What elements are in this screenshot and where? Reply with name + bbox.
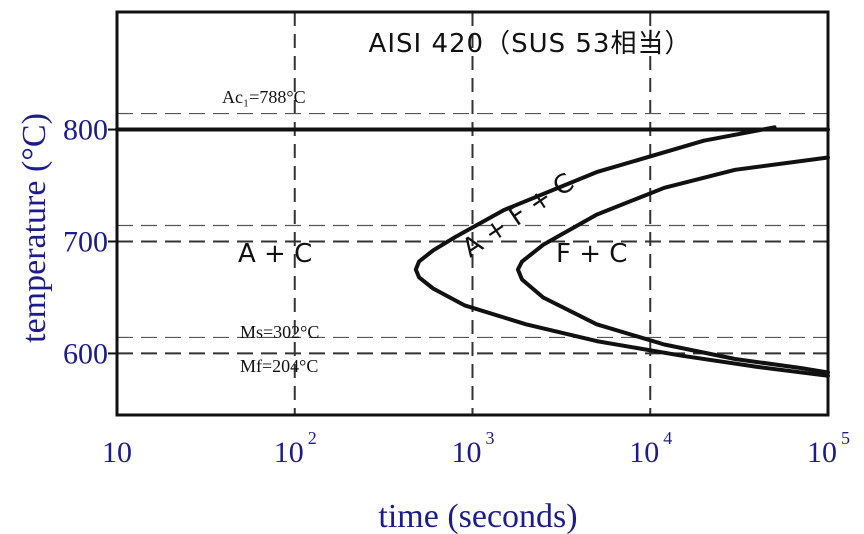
grid-lines [117, 12, 828, 415]
y-tick-label: 700 [63, 225, 108, 258]
x-tick-exponent: 3 [486, 428, 495, 448]
region-f-c: F + C [556, 239, 627, 269]
x-tick-labels: 10 10 2 10 3 10 4 10 5 [102, 428, 850, 469]
annotation-ms: Ms=302°C [240, 322, 319, 342]
x-tick-base: 10 [452, 436, 482, 469]
x-tick-exponent: 5 [841, 428, 850, 448]
annotation-mf: Mf=204°C [240, 356, 318, 376]
x-tick-label: 10 5 [807, 428, 850, 469]
x-tick-base: 10 [274, 436, 304, 469]
series-curves [115, 125, 830, 378]
x-tick-base: 10 [629, 436, 659, 469]
x-axis-label: time (seconds) [378, 498, 577, 534]
x-tick-base: 10 [807, 436, 837, 469]
x-tick-label: 10 2 [274, 428, 317, 469]
series-line-2 [413, 125, 830, 378]
y-axis-label: temperature (°C) [16, 113, 53, 343]
y-tick-label: 800 [63, 114, 108, 147]
x-tick-label: 10 4 [629, 428, 672, 469]
annotation-ac1: Ac₁=788°C [222, 87, 306, 107]
x-tick-exponent: 2 [308, 428, 317, 448]
chart-title: AISI 420（SUS 53相当） [369, 29, 692, 59]
x-tick-label: 10 [102, 436, 132, 469]
series-line-3 [515, 155, 830, 375]
x-tick-exponent: 4 [663, 428, 672, 448]
plot-frame [115, 10, 830, 417]
y-tick-labels: 800 700 600 [63, 114, 117, 370]
y-tick-label: 600 [63, 337, 108, 370]
region-a-c: A + C [238, 239, 312, 269]
x-tick-label: 10 3 [452, 428, 495, 469]
x-tick-base: 10 [102, 436, 132, 469]
